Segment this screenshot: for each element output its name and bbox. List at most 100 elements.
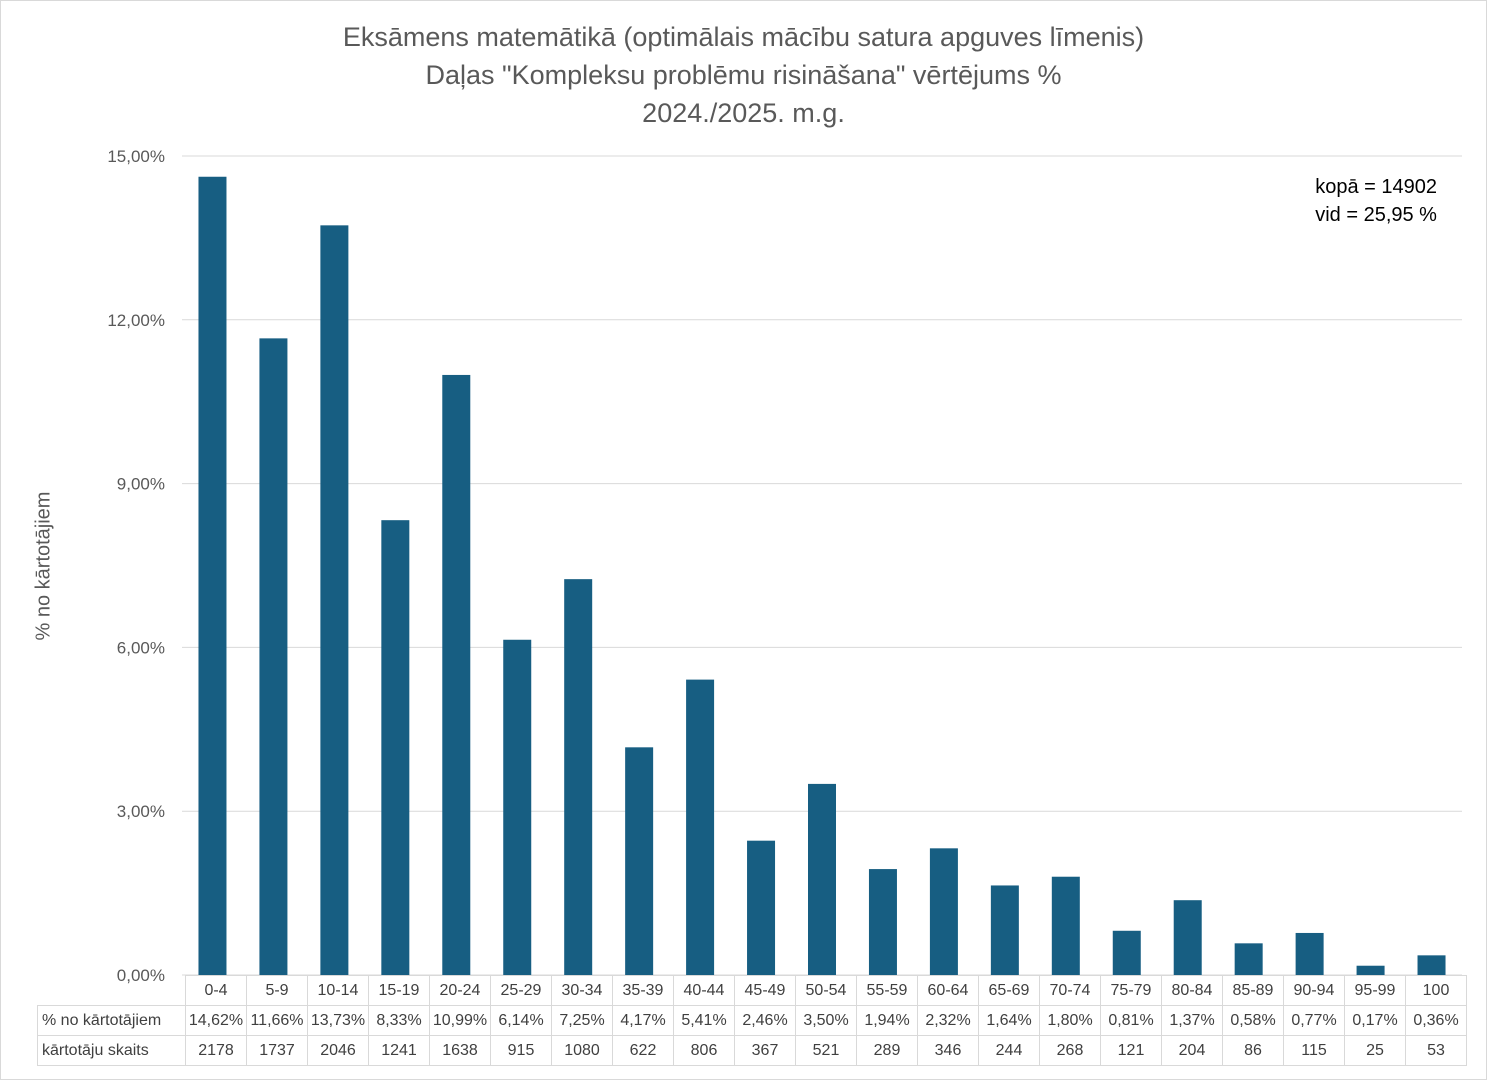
bar	[198, 176, 227, 976]
count-label: 244	[978, 1035, 1040, 1066]
category-label: 85-89	[1222, 975, 1284, 1006]
count-label: 622	[612, 1035, 674, 1066]
category-label: 10-14	[307, 975, 369, 1006]
count-label: 121	[1100, 1035, 1162, 1066]
percent-label: 10,99%	[429, 1005, 491, 1036]
bar	[259, 338, 288, 975]
y-tick-label: 15,00%	[107, 147, 165, 166]
percent-label: 0,17%	[1344, 1005, 1406, 1036]
count-label: 25	[1344, 1035, 1406, 1066]
category-label: 55-59	[856, 975, 918, 1006]
category-label: 80-84	[1161, 975, 1223, 1006]
percent-label: 0,58%	[1222, 1005, 1284, 1036]
bar	[1295, 932, 1324, 975]
table-row-categories: 0-4 5-9 10-14 15-19 20-24 25-29 30-34 35-39 40-4…	[37, 975, 1467, 1006]
count-label: 346	[917, 1035, 979, 1066]
bar	[1112, 930, 1141, 975]
percent-label: 1,64%	[978, 1005, 1040, 1036]
category-label: 35-39	[612, 975, 674, 1006]
table-corner	[37, 975, 186, 1006]
bar	[808, 783, 836, 975]
chart-title-line-1: Eksāmens matemātikā (optimālais mācību s…	[342, 22, 1145, 52]
bar	[686, 679, 715, 975]
percent-label: 0,81%	[1100, 1005, 1162, 1036]
table-row-label-percent: % no kārtotājiem	[37, 1005, 186, 1036]
bar	[320, 225, 349, 976]
bar	[503, 639, 532, 975]
percent-label: 13,73%	[307, 1005, 369, 1036]
table-row-percent: % no kārtotājiem 14,62% 11,66% 13,73% 8,33%…	[37, 1005, 1467, 1036]
percent-label: 14,62%	[185, 1005, 247, 1036]
y-tick-label: 9,00%	[117, 475, 165, 494]
bar	[381, 520, 410, 975]
y-tick-label: 3,00%	[117, 802, 165, 821]
table-row-count: kārtotāju skaits 2178 1737 2046 1241 1638 915…	[37, 1035, 1467, 1066]
bar	[1356, 965, 1385, 975]
bar	[1417, 955, 1446, 975]
percent-label: 2,46%	[734, 1005, 796, 1036]
bar	[442, 374, 471, 975]
percent-label: 8,33%	[368, 1005, 430, 1036]
category-label: 30-34	[551, 975, 613, 1006]
bar	[625, 747, 654, 975]
category-label: 25-29	[490, 975, 552, 1006]
percent-label: 6,14%	[490, 1005, 552, 1036]
percent-label: 3,50%	[795, 1005, 857, 1036]
bar	[1173, 900, 1202, 975]
bar	[1051, 876, 1080, 975]
count-label: 115	[1283, 1035, 1345, 1066]
category-label: 100	[1405, 975, 1467, 1006]
percent-label: 5,41%	[673, 1005, 735, 1036]
count-label: 2178	[185, 1035, 247, 1066]
y-tick-label: 6,00%	[117, 638, 165, 657]
count-label: 521	[795, 1035, 857, 1066]
percent-label: 11,66%	[246, 1005, 308, 1036]
category-label: 50-54	[795, 975, 857, 1006]
table-row-label-count: kārtotāju skaits	[37, 1035, 186, 1066]
category-label: 65-69	[978, 975, 1040, 1006]
count-label: 915	[490, 1035, 552, 1066]
category-label: 45-49	[734, 975, 796, 1006]
category-label: 40-44	[673, 975, 735, 1006]
y-tick-label: 12,00%	[107, 311, 165, 330]
count-label: 53	[1405, 1035, 1467, 1066]
count-label: 1737	[246, 1035, 308, 1066]
count-label: 1080	[551, 1035, 613, 1066]
count-label: 1241	[368, 1035, 430, 1066]
total-annotation: kopā = 14902	[1315, 176, 1437, 198]
percent-label: 7,25%	[551, 1005, 613, 1036]
count-label: 1638	[429, 1035, 491, 1066]
count-label: 367	[734, 1035, 796, 1066]
percent-label: 1,94%	[856, 1005, 918, 1036]
percent-label: 2,32%	[917, 1005, 979, 1036]
percent-label: 4,17%	[612, 1005, 674, 1036]
data-table: 0-4 5-9 10-14 15-19 20-24 25-29 30-34 35-39 40-4…	[37, 975, 1467, 1066]
chart-title: Eksāmens matemātikā (optimālais mācību s…	[0, 18, 1487, 132]
bar	[564, 579, 593, 975]
count-label: 289	[856, 1035, 918, 1066]
percent-label: 1,37%	[1161, 1005, 1223, 1036]
category-label: 15-19	[368, 975, 430, 1006]
percent-label: 0,36%	[1405, 1005, 1467, 1036]
chart-title-line-2: Daļas "Kompleksu problēmu risināšana" vē…	[425, 60, 1062, 90]
category-label: 20-24	[429, 975, 491, 1006]
category-label: 70-74	[1039, 975, 1101, 1006]
count-label: 204	[1161, 1035, 1223, 1066]
category-label: 75-79	[1100, 975, 1162, 1006]
bar	[1234, 943, 1263, 975]
count-label: 268	[1039, 1035, 1101, 1066]
category-label: 0-4	[185, 975, 247, 1006]
category-label: 60-64	[917, 975, 979, 1006]
count-label: 86	[1222, 1035, 1284, 1066]
bar	[868, 869, 897, 975]
category-label: 5-9	[246, 975, 308, 1006]
category-label: 90-94	[1283, 975, 1345, 1006]
percent-label: 0,77%	[1283, 1005, 1345, 1036]
summary-annotation: kopā = 14902 vid = 25,95 %	[1315, 173, 1437, 229]
bar	[929, 848, 958, 975]
category-label: 95-99	[1344, 975, 1406, 1006]
average-annotation: vid = 25,95 %	[1315, 204, 1437, 226]
percent-label: 1,80%	[1039, 1005, 1101, 1036]
bar	[990, 885, 1019, 975]
